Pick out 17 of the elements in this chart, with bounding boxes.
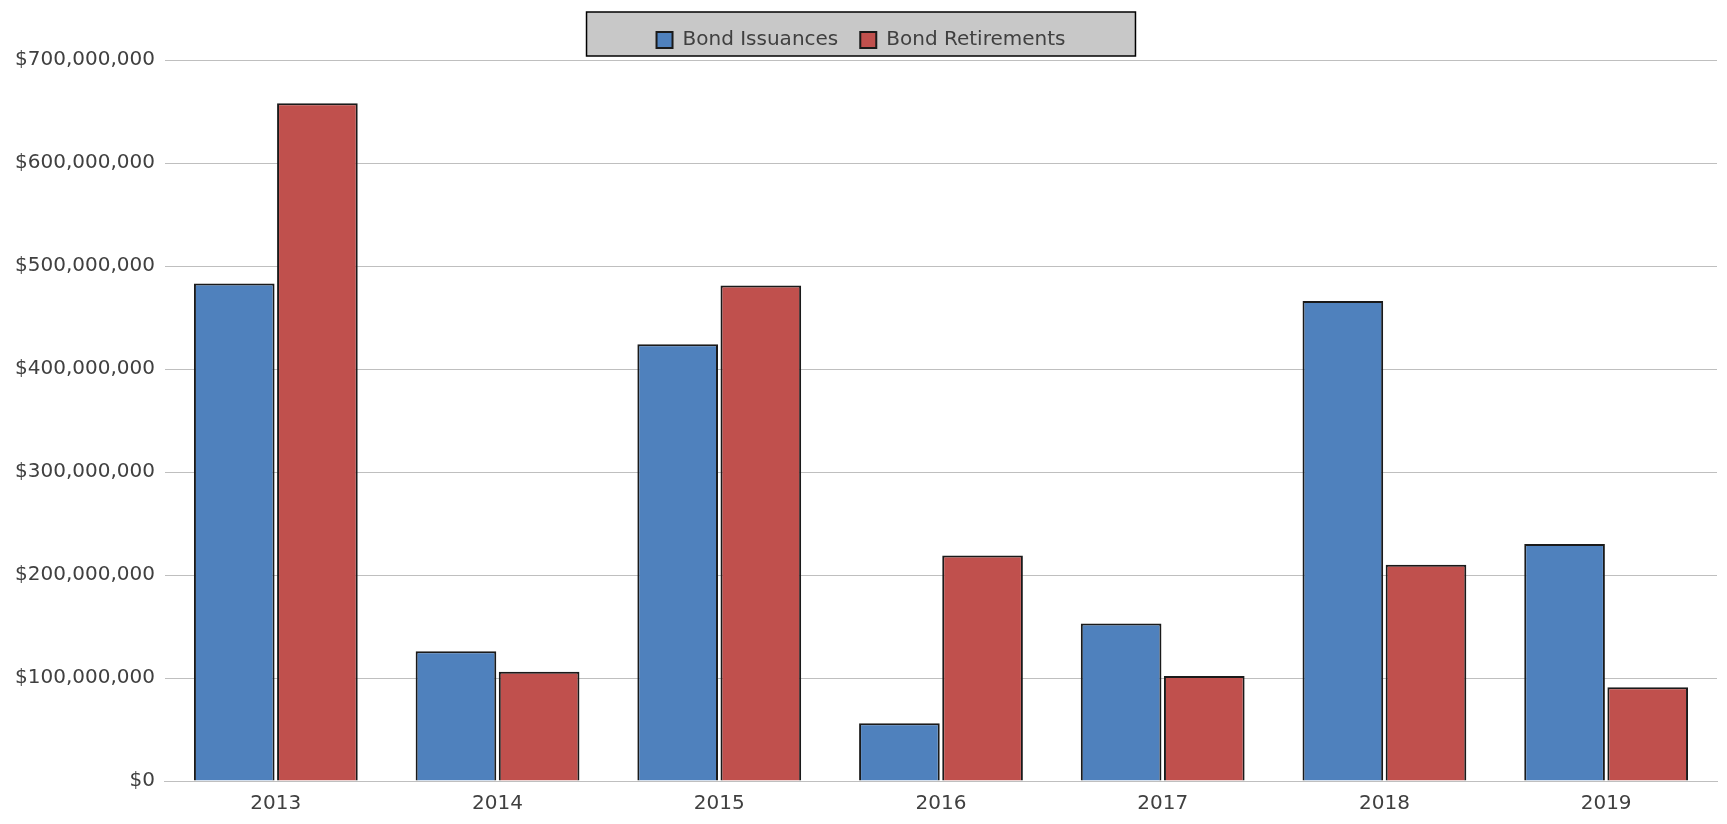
legend-label: Bond Issuances <box>682 26 839 51</box>
y-tick-label: $200,000,000 <box>14 561 155 586</box>
x-tick-label: 2015 <box>693 790 745 815</box>
x-tick-label: 2019 <box>1580 790 1632 815</box>
x-tick-label: 2017 <box>1137 790 1189 815</box>
legend-label: Bond Retirements <box>886 26 1066 51</box>
y-tick-label: $100,000,000 <box>14 664 155 689</box>
y-tick-label: $300,000,000 <box>14 458 155 483</box>
y-tick-label: $0 <box>129 767 155 792</box>
y-tick-label: $500,000,000 <box>14 252 155 277</box>
x-tick-label: 2014 <box>472 790 523 815</box>
x-tick-label: 2018 <box>1358 790 1410 815</box>
y-tick-label: $600,000,000 <box>14 149 155 174</box>
x-tick-label: 2013 <box>250 790 302 815</box>
y-tick-label: $700,000,000 <box>14 46 155 71</box>
y-tick-label: $400,000,000 <box>14 355 155 380</box>
x-tick-label: 2016 <box>915 790 967 815</box>
